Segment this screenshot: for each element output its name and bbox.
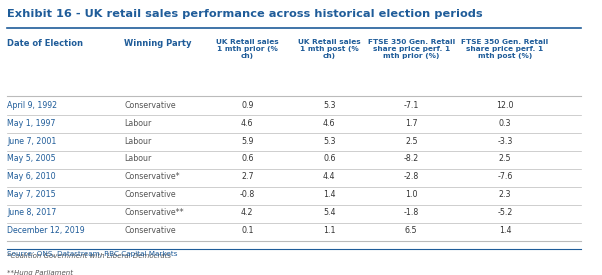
Text: Winning Party: Winning Party	[125, 39, 192, 48]
Text: -1.8: -1.8	[403, 208, 419, 217]
Text: Conservative**: Conservative**	[125, 208, 184, 217]
Text: -2.8: -2.8	[403, 172, 419, 182]
Text: Labour: Labour	[125, 155, 152, 163]
Text: **Hung Parliament: **Hung Parliament	[7, 270, 73, 275]
Text: June 8, 2017: June 8, 2017	[7, 208, 57, 217]
Text: 1.7: 1.7	[405, 119, 417, 128]
Text: Conservative*: Conservative*	[125, 172, 180, 182]
Text: 4.4: 4.4	[323, 172, 335, 182]
Text: 1.1: 1.1	[323, 226, 335, 235]
Text: 0.9: 0.9	[241, 101, 253, 110]
Text: 5.9: 5.9	[241, 136, 253, 145]
Text: -7.6: -7.6	[497, 172, 512, 182]
Text: 4.6: 4.6	[241, 119, 253, 128]
Text: 1.0: 1.0	[405, 190, 417, 199]
Text: May 6, 2010: May 6, 2010	[7, 172, 56, 182]
Text: 12.0: 12.0	[496, 101, 514, 110]
Text: Conservative: Conservative	[125, 190, 176, 199]
Text: Source: ONS, Datastream, RBC Capital Markets: Source: ONS, Datastream, RBC Capital Mar…	[7, 251, 178, 257]
Text: 6.5: 6.5	[405, 226, 417, 235]
Text: 2.7: 2.7	[241, 172, 253, 182]
Text: Exhibit 16 - UK retail sales performance across historical election periods: Exhibit 16 - UK retail sales performance…	[7, 9, 483, 18]
Text: 0.1: 0.1	[241, 226, 253, 235]
Text: 2.3: 2.3	[498, 190, 511, 199]
Text: 0.6: 0.6	[241, 155, 253, 163]
Text: 4.2: 4.2	[241, 208, 253, 217]
Text: Labour: Labour	[125, 119, 152, 128]
Text: 0.3: 0.3	[498, 119, 511, 128]
Text: FTSE 350 Gen. Retail
share price perf. 1
mth prior (%): FTSE 350 Gen. Retail share price perf. 1…	[368, 39, 455, 59]
Text: -3.3: -3.3	[497, 136, 512, 145]
Text: FTSE 350 Gen. Retail
share price perf. 1
mth post (%): FTSE 350 Gen. Retail share price perf. 1…	[461, 39, 548, 59]
Text: June 7, 2001: June 7, 2001	[7, 136, 57, 145]
Text: May 5, 2005: May 5, 2005	[7, 155, 56, 163]
Text: UK Retail sales
1 mth prior (%
ch): UK Retail sales 1 mth prior (% ch)	[216, 39, 279, 59]
Text: -7.1: -7.1	[403, 101, 419, 110]
Text: Date of Election: Date of Election	[7, 39, 83, 48]
Text: 1.4: 1.4	[498, 226, 511, 235]
Text: 4.6: 4.6	[323, 119, 335, 128]
Text: -5.2: -5.2	[497, 208, 512, 217]
Text: 1.4: 1.4	[323, 190, 335, 199]
Text: Conservative: Conservative	[125, 226, 176, 235]
Text: Conservative: Conservative	[125, 101, 176, 110]
Text: 0.6: 0.6	[323, 155, 335, 163]
Text: December 12, 2019: December 12, 2019	[7, 226, 85, 235]
Text: April 9, 1992: April 9, 1992	[7, 101, 57, 110]
Text: UK Retail sales
1 mth post (%
ch): UK Retail sales 1 mth post (% ch)	[298, 39, 361, 59]
Text: *Coalition Government with Liberal Democrats: *Coalition Government with Liberal Democ…	[7, 253, 171, 259]
Text: Labour: Labour	[125, 136, 152, 145]
Text: -0.8: -0.8	[240, 190, 255, 199]
Text: May 7, 2015: May 7, 2015	[7, 190, 56, 199]
Text: 5.3: 5.3	[323, 136, 335, 145]
Text: -8.2: -8.2	[403, 155, 419, 163]
Text: 2.5: 2.5	[405, 136, 417, 145]
Text: 2.5: 2.5	[498, 155, 511, 163]
Text: 5.4: 5.4	[323, 208, 335, 217]
Text: 5.3: 5.3	[323, 101, 335, 110]
Text: May 1, 1997: May 1, 1997	[7, 119, 55, 128]
